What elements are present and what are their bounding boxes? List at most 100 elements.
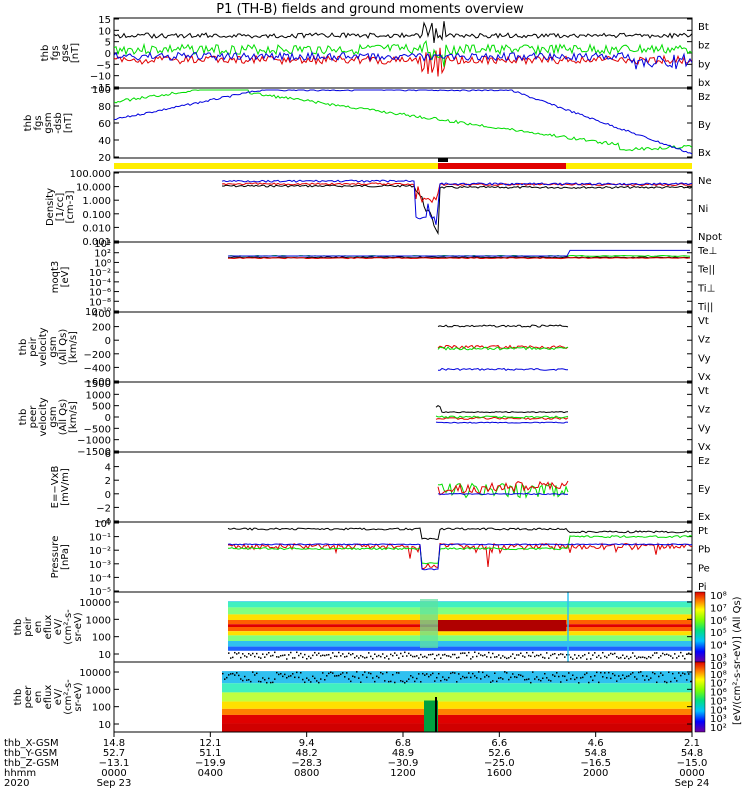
y-axis-label-line: [km/s] [68, 331, 79, 363]
noise-speck [684, 673, 686, 675]
y-tick-label: 0 [105, 49, 111, 60]
noise-speck [234, 651, 236, 654]
trace-Vt [435, 404, 569, 414]
noise-speck [472, 672, 474, 675]
y-tick-label: 10 [98, 26, 111, 37]
noise-speck [592, 654, 594, 656]
noise-speck [658, 675, 660, 678]
noise-speck [306, 658, 308, 660]
noise-speck [502, 678, 504, 680]
noise-speck [512, 653, 514, 655]
noise-speck [384, 680, 386, 682]
noise-speck [666, 653, 668, 656]
noise-speck [430, 674, 432, 676]
y-axis-label-line: [nT] [63, 113, 74, 133]
noise-speck [602, 676, 604, 678]
legend-entry: Vy [698, 353, 711, 364]
noise-speck [514, 676, 516, 678]
noise-speck [410, 675, 412, 677]
legend-entry: Ex [698, 512, 710, 523]
noise-speck [494, 656, 496, 658]
noise-speck [568, 672, 570, 674]
noise-speck [600, 657, 602, 659]
y-tick-label: 5 [105, 38, 111, 49]
y-tick-label: −1500 [77, 447, 111, 458]
y-axis-label-line: [eV] [60, 267, 71, 288]
noise-speck [566, 653, 568, 656]
noise-speck [392, 673, 394, 676]
noise-speck [260, 680, 262, 683]
y-axis-label-line: thb [13, 619, 24, 636]
noise-speck [682, 672, 684, 674]
noise-speck [610, 652, 612, 655]
y-tick-label: 10⁰ [94, 519, 111, 530]
noise-speck [628, 657, 630, 660]
noise-speck [440, 657, 442, 659]
noise-speck [340, 655, 342, 657]
panel-frame [113, 171, 693, 243]
noise-speck [308, 679, 310, 681]
noise-speck [356, 655, 358, 657]
trace-Npot [221, 179, 692, 225]
noise-speck [634, 676, 636, 678]
noise-speck [452, 671, 454, 674]
trace-by [114, 39, 692, 67]
noise-speck [248, 652, 250, 655]
y-axis-label-line: en [33, 691, 44, 704]
noise-speck [632, 652, 634, 654]
noise-speck [366, 676, 368, 679]
legend-entry: Pt [698, 526, 708, 537]
noise-speck [526, 678, 528, 681]
noise-speck [232, 672, 234, 675]
noise-speck [486, 656, 488, 658]
noise-speck [448, 676, 450, 679]
noise-speck [520, 674, 522, 677]
trace-Ni [221, 184, 692, 236]
noise-speck [296, 651, 298, 654]
y-tick-label: −15 [90, 83, 111, 94]
noise-speck [370, 655, 372, 658]
noise-speck [246, 679, 248, 681]
noise-speck [620, 656, 622, 659]
heatmap-band [228, 631, 692, 636]
noise-speck [284, 654, 286, 656]
heatmap-band [228, 635, 692, 641]
colorbar-gradient [694, 591, 706, 663]
legend-entry: Ne [698, 176, 712, 187]
y-tick-label: 10.000 [76, 183, 111, 194]
y-axis-label-line: fgs [50, 45, 61, 60]
y-axis-label: moqt3 [eV] [50, 261, 71, 294]
noise-speck [374, 680, 376, 683]
colorbar-tick-label: 10⁹ [710, 661, 727, 672]
mode-bar-red [438, 163, 566, 169]
noise-speck [342, 672, 344, 674]
noise-speck [672, 672, 674, 675]
noise-speck [360, 681, 362, 683]
heatmap-enhancement [438, 620, 566, 632]
noise-speck [648, 679, 650, 681]
x-tick-label: Sep 24 [675, 778, 710, 789]
x-tick-label: −28.3 [291, 758, 322, 769]
trace-Ex [437, 492, 569, 496]
trace-Vy [437, 346, 569, 351]
noise-speck [252, 671, 254, 673]
noise-speck [438, 672, 440, 675]
noise-speck [532, 671, 534, 673]
noise-speck [304, 681, 306, 684]
noise-speck [336, 655, 338, 658]
y-axis-label: thb peer en eflux eV/(cm²-s-sr-eV) [13, 679, 84, 715]
noise-speck [280, 655, 282, 657]
colorbar-tick-label: 10⁸ [710, 670, 727, 681]
noise-speck [556, 657, 558, 659]
x-tick-label: 6.6 [491, 738, 507, 749]
y-tick-label: 10⁻² [89, 268, 111, 279]
noise-speck [404, 651, 406, 654]
noise-speck [378, 654, 380, 657]
colorbar-gradient [694, 661, 706, 733]
x-tick-label: −15.0 [677, 758, 708, 769]
noise-speck [358, 677, 360, 679]
